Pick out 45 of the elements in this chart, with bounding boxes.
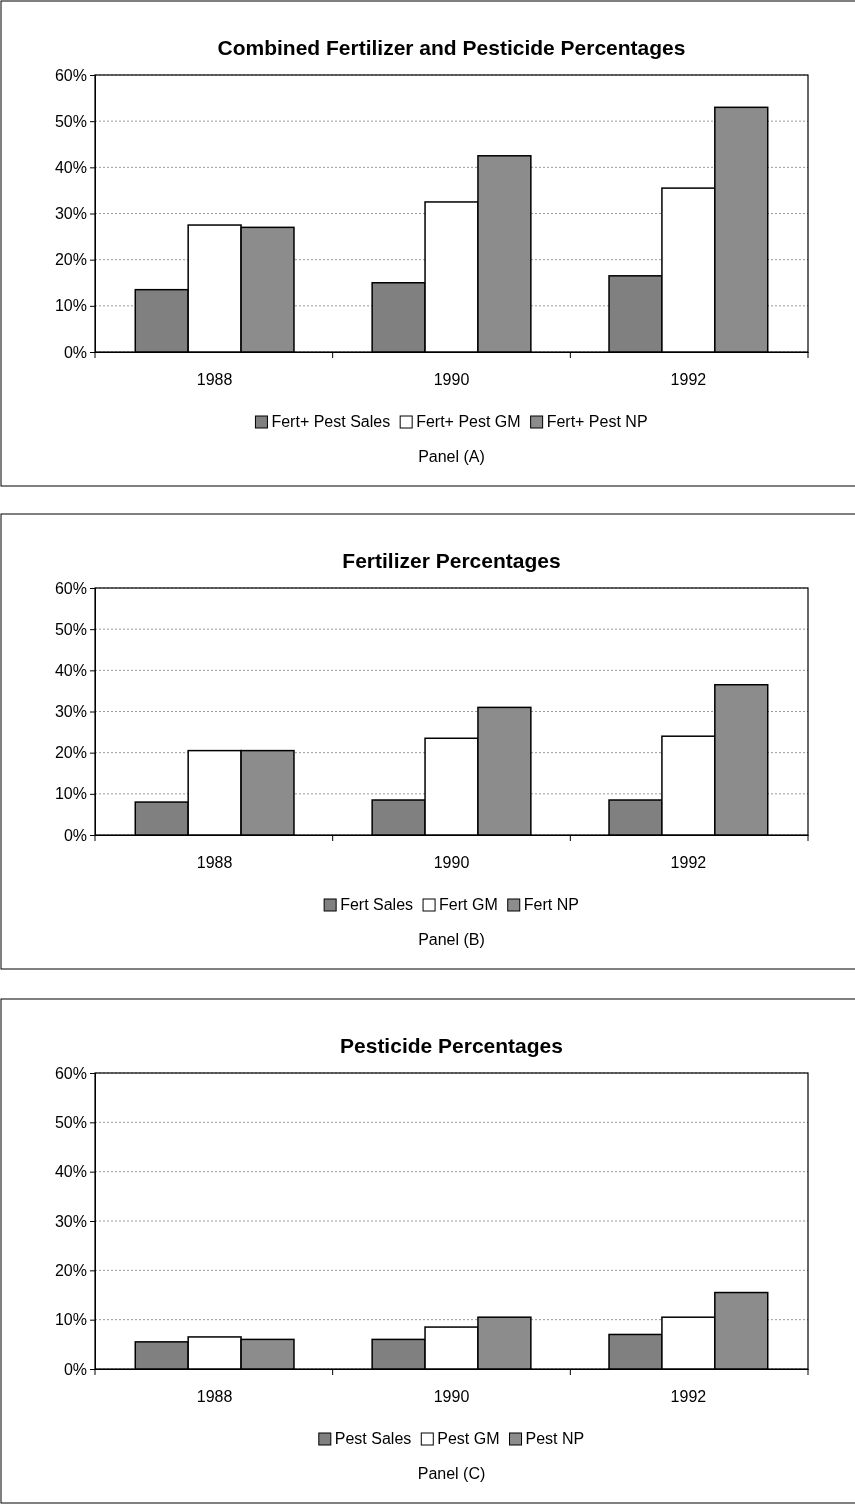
y-tick-label: 10% (54, 1311, 87, 1329)
y-tick-label: 30% (54, 703, 87, 721)
chart-title: Fertilizer Percentages (342, 549, 561, 572)
x-tick-label: 1988 (196, 854, 233, 872)
y-tick-label: 0% (63, 1360, 87, 1378)
x-tick-label: 1990 (433, 854, 470, 872)
y-tick-label: 60% (54, 1064, 87, 1082)
y-tick-label: 0% (63, 826, 87, 844)
legend-label: Fert+ Pest NP (546, 413, 648, 430)
x-tick-label: 1988 (196, 371, 233, 389)
y-tick-label: 10% (54, 785, 87, 803)
y-tick-label: 60% (54, 66, 87, 84)
x-tick-label: 1992 (670, 854, 707, 872)
y-tick-label: 20% (54, 251, 87, 269)
x-tick-label: 1992 (670, 371, 707, 389)
legend-label: Fert Sales (340, 896, 414, 913)
text: Panel (C) (417, 1465, 486, 1482)
legend-label: Fert GM (439, 896, 498, 913)
text: Panel (A) (418, 448, 485, 465)
y-tick-label: 60% (54, 579, 87, 597)
y-tick-label: 30% (54, 205, 87, 223)
y-tick-label: 40% (54, 661, 87, 679)
x-tick-label: 1990 (433, 371, 470, 389)
y-tick-label: 40% (54, 1163, 87, 1181)
chart-title: Pesticide Percentages (340, 1034, 563, 1057)
x-tick-label: 1988 (196, 1388, 233, 1406)
y-tick-label: 50% (54, 620, 87, 638)
legend-label: Fert+ Pest GM (416, 413, 521, 430)
legend-label: Pest GM (437, 1430, 500, 1447)
y-tick-label: 10% (54, 297, 87, 315)
chart-title: Combined Fertilizer and Pesticide Percentages (217, 36, 686, 59)
x-tick-label: 1992 (670, 1388, 707, 1406)
y-tick-label: 20% (54, 744, 87, 762)
y-tick-label: 0% (63, 343, 87, 361)
y-tick-label: 30% (54, 1212, 87, 1230)
legend-label: Fert NP (523, 896, 579, 913)
y-tick-label: 20% (54, 1261, 87, 1279)
y-tick-label: 50% (54, 1113, 87, 1131)
legend-label: Pest Sales (334, 1430, 412, 1447)
legend-label: Pest NP (525, 1430, 585, 1447)
text: Panel (B) (418, 931, 485, 948)
y-tick-label: 40% (54, 158, 87, 176)
legend-label: Fert+ Pest Sales (271, 413, 391, 430)
x-tick-label: 1990 (433, 1388, 470, 1406)
y-tick-label: 50% (54, 112, 87, 130)
